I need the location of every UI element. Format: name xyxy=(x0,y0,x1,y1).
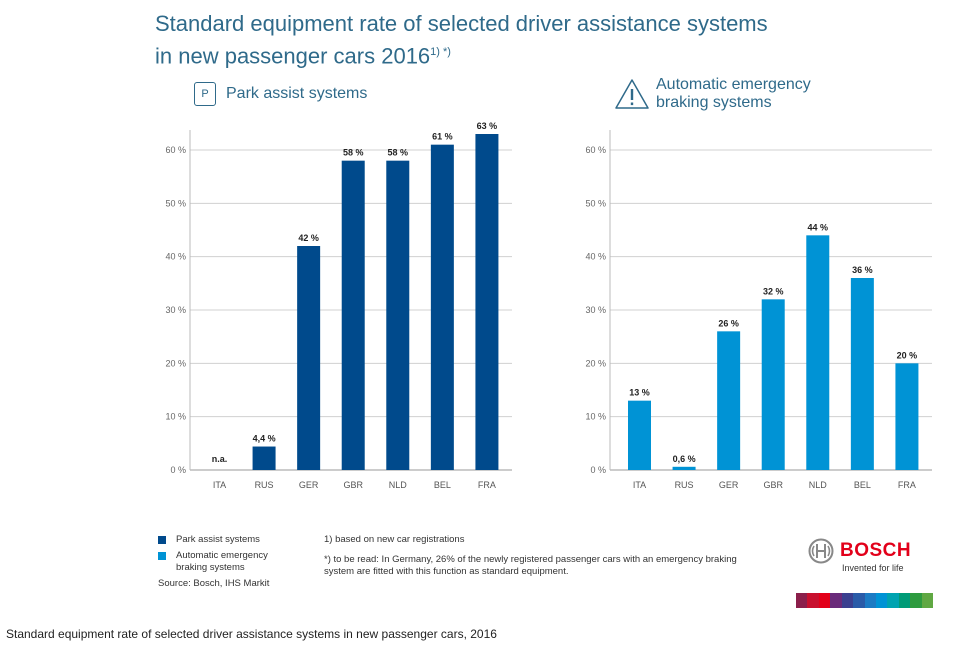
bosch-wordmark: BOSCH xyxy=(840,540,912,561)
image-caption: Standard equipment rate of selected driv… xyxy=(6,627,497,641)
brand-color-stripe xyxy=(796,593,934,608)
bar-park-ger xyxy=(297,246,321,470)
y-tick-label: 40 % xyxy=(165,252,186,262)
x-tick-label: ITA xyxy=(633,480,646,490)
bar-aeb-nld xyxy=(806,235,830,470)
y-tick-label: 0 % xyxy=(170,465,186,475)
x-tick-label: GER xyxy=(299,480,319,490)
stripe-segment xyxy=(841,593,854,608)
x-tick-label: FRA xyxy=(478,480,496,490)
park-assist-label: Park assist systems xyxy=(226,85,368,102)
x-tick-label: BEL xyxy=(434,480,451,490)
x-tick-label: RUS xyxy=(255,480,274,490)
bar-aeb-bel xyxy=(850,278,874,470)
data-label: n.a. xyxy=(212,454,228,464)
data-label: 32 % xyxy=(763,286,784,296)
legend-label-park: Park assist systems xyxy=(176,534,260,545)
x-tick-label: FRA xyxy=(898,480,916,490)
bar-aeb-ita xyxy=(628,400,651,470)
stripe-segment xyxy=(864,593,876,608)
x-tick-label: NLD xyxy=(389,480,408,490)
warning-triangle-icon xyxy=(615,79,649,109)
data-label: 26 % xyxy=(718,318,739,328)
y-tick-label: 10 % xyxy=(165,412,186,422)
stripe-segment xyxy=(818,593,831,608)
bar-park-rus xyxy=(252,446,276,470)
legend-swatch-park xyxy=(158,536,166,544)
bar-aeb-rus xyxy=(672,466,696,470)
data-label: 42 % xyxy=(298,233,319,243)
bosch-logo: BOSCH xyxy=(808,538,911,564)
y-tick-label: 50 % xyxy=(585,198,606,208)
parking-icon: P xyxy=(194,82,216,106)
data-label: 20 % xyxy=(897,350,918,360)
bar-park-bel xyxy=(430,144,454,470)
stripe-segment xyxy=(898,593,911,608)
stripe-segment xyxy=(921,593,934,608)
legend-item-park: Park assist systems xyxy=(158,534,296,546)
data-label: 61 % xyxy=(432,132,453,142)
park-assist-chart: 0 % 10 % 20 % 30 % 40 % 50 % 60 % n.a. ITA 4,4 % R… xyxy=(165,121,512,490)
x-tick-label: GBR xyxy=(763,480,783,490)
legend-item-aeb: Automatic emergency braking systems xyxy=(158,550,296,574)
x-tick-label: GER xyxy=(719,480,739,490)
stripe-segment xyxy=(853,593,865,608)
x-tick-label: ITA xyxy=(213,480,226,490)
stripe-segment xyxy=(910,593,922,608)
footnote-1: 1) based on new car registrations xyxy=(324,534,465,545)
stripe-segment xyxy=(830,593,842,608)
park-assist-header: P Park assist systems xyxy=(194,82,367,106)
bar-park-gbr xyxy=(341,160,365,470)
x-tick-label: NLD xyxy=(809,480,828,490)
aeb-header: Automatic emergency braking systems xyxy=(614,76,846,112)
page-title: Standard equipment rate of selected driv… xyxy=(155,10,768,70)
data-label: 36 % xyxy=(852,265,873,275)
title-superscript: 1) *) xyxy=(430,46,451,58)
y-tick-label: 30 % xyxy=(165,305,186,315)
bar-park-nld xyxy=(386,160,410,470)
title-line-2-text: in new passenger cars 2016 xyxy=(155,43,431,69)
bar-aeb-gbr xyxy=(761,299,785,470)
stripe-segment xyxy=(887,593,899,608)
data-label: 0,6 % xyxy=(673,454,696,464)
data-label: 63 % xyxy=(477,121,498,131)
aeb-label: Automatic emergency braking systems xyxy=(656,76,811,111)
bar-park-fra xyxy=(475,134,499,470)
x-tick-label: GBR xyxy=(343,480,363,490)
y-tick-label: 10 % xyxy=(585,412,606,422)
legend: Park assist systems Automatic emergency … xyxy=(158,534,296,589)
y-tick-label: 20 % xyxy=(165,358,186,368)
x-tick-label: RUS xyxy=(675,480,694,490)
stripe-segment xyxy=(875,593,888,608)
parking-icon-letter: P xyxy=(201,88,209,100)
y-tick-label: 40 % xyxy=(585,252,606,262)
y-tick-label: 60 % xyxy=(165,145,186,155)
data-label: 58 % xyxy=(388,148,409,158)
y-tick-label: 50 % xyxy=(165,198,186,208)
bosch-claim: Invented for life xyxy=(842,563,904,573)
footnotes: 1) based on new car registrations *) to … xyxy=(324,534,744,578)
x-tick-label: BEL xyxy=(854,480,871,490)
data-label: 44 % xyxy=(808,222,829,232)
title-line-2: in new passenger cars 20161) *) xyxy=(155,38,768,70)
data-label: 4,4 % xyxy=(253,434,276,444)
stripe-segment xyxy=(796,593,808,608)
title-line-1: Standard equipment rate of selected driv… xyxy=(155,11,768,36)
footnote-2: *) to be read: In Germany, 26% of the ne… xyxy=(324,554,737,577)
bosch-armature-icon xyxy=(808,538,834,564)
stripe-segment xyxy=(807,593,819,608)
source-note: Source: Bosch, IHS Markit xyxy=(158,578,270,589)
aeb-chart: 0 % 10 % 20 % 30 % 40 % 50 % 60 % 13 % ITA 0,6 % R… xyxy=(585,130,932,490)
legend-swatch-aeb xyxy=(158,552,166,560)
bar-aeb-fra xyxy=(895,363,919,470)
bar-aeb-ger xyxy=(717,331,741,470)
y-tick-label: 30 % xyxy=(585,305,606,315)
y-tick-label: 60 % xyxy=(585,145,606,155)
y-tick-label: 0 % xyxy=(590,465,606,475)
y-tick-label: 20 % xyxy=(585,358,606,368)
data-label: 58 % xyxy=(343,148,364,158)
data-label: 13 % xyxy=(629,388,650,398)
legend-label-aeb: Automatic emergency braking systems xyxy=(176,550,268,573)
